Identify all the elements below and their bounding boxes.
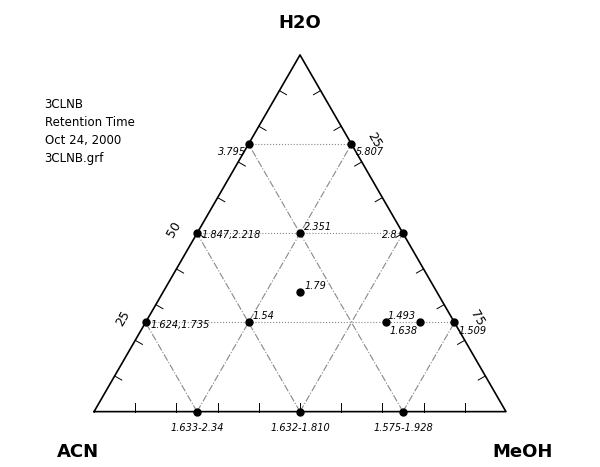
Text: 3.795: 3.795 (218, 148, 247, 157)
Text: 1.847,2.218: 1.847,2.218 (202, 230, 262, 241)
Text: 5.807: 5.807 (356, 148, 384, 157)
Text: 1.509: 1.509 (458, 325, 487, 336)
Text: 1.54: 1.54 (253, 311, 275, 321)
Text: 25: 25 (365, 130, 384, 150)
Text: 3CLNB
Retention Time
Oct 24, 2000
3CLNB.grf: 3CLNB Retention Time Oct 24, 2000 3CLNB.… (44, 98, 134, 165)
Text: 1.575-1.928: 1.575-1.928 (373, 423, 433, 433)
Text: 2.351: 2.351 (304, 222, 332, 232)
Text: 75: 75 (467, 308, 487, 328)
Text: 50: 50 (165, 219, 184, 240)
Text: H2O: H2O (278, 14, 322, 32)
Text: 1.632-1.810: 1.632-1.810 (270, 423, 330, 433)
Text: 1.79: 1.79 (304, 281, 326, 291)
Text: 1.633-2.34: 1.633-2.34 (170, 423, 224, 433)
Text: MeOH: MeOH (492, 443, 553, 460)
Text: 1.638: 1.638 (390, 325, 418, 336)
Text: 1.624,1.735: 1.624,1.735 (151, 319, 210, 330)
Text: ACN: ACN (56, 443, 98, 460)
Text: 1.493: 1.493 (387, 311, 415, 321)
Text: 2.8: 2.8 (382, 230, 398, 241)
Text: 25: 25 (113, 308, 133, 328)
